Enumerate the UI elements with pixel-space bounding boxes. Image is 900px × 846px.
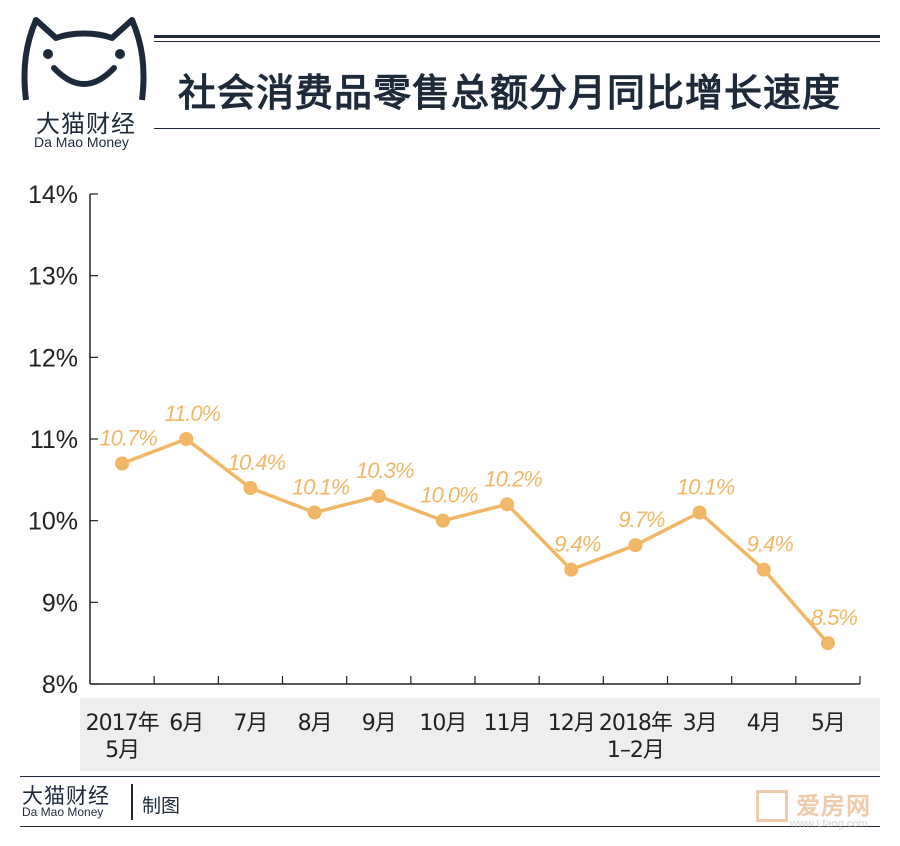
footer-brand-en: Da Mao Money <box>22 805 104 819</box>
data-point <box>243 481 258 495</box>
title-rule-bottom <box>154 128 880 129</box>
data-label: 10.3% <box>356 458 414 483</box>
x-tick-label: 10月 <box>419 711 466 736</box>
x-tick-label: 7月 <box>233 711 267 736</box>
footer-rule <box>20 776 880 777</box>
x-tick-label: 8月 <box>298 711 332 736</box>
x-axis <box>90 676 861 685</box>
footer-brand-cn: 大猫财经 <box>22 784 110 808</box>
brand-logo: 大猫财经 Da Mao Money <box>14 8 154 150</box>
series-line: 10.7%11.0%10.4%10.1%10.3%10.0%10.2%9.4%9… <box>99 401 858 651</box>
y-tick-label: 8% <box>42 671 78 699</box>
data-point <box>564 562 579 577</box>
y-tick-label: 13% <box>28 263 78 291</box>
x-tick-label: 2018年 <box>599 711 672 736</box>
x-tick-label-line2: 5月 <box>105 738 139 763</box>
x-tick-label-line2: 1–2月 <box>607 738 664 763</box>
data-label: 11.0% <box>164 401 220 426</box>
y-tick-label: 11% <box>30 426 78 454</box>
y-tick-label: 9% <box>42 589 78 617</box>
x-tick-label: 11月 <box>484 711 531 736</box>
page-title: 社会消费品零售总额分月同比增长速度 <box>178 70 842 115</box>
footer-rule-bottom <box>20 826 880 827</box>
data-label: 10.4% <box>228 450 286 475</box>
data-point <box>179 432 194 446</box>
x-tick-label: 5月 <box>811 711 845 736</box>
data-point <box>371 489 386 504</box>
data-point <box>756 562 771 577</box>
x-tick-label: 4月 <box>747 711 781 736</box>
data-point <box>692 505 707 520</box>
data-point <box>435 513 450 528</box>
watermark: 爱房网 www.Lfang.com <box>756 786 896 836</box>
data-label: 10.1% <box>677 475 735 500</box>
y-tick-label: 14% <box>28 181 78 209</box>
x-axis-band <box>80 698 880 771</box>
data-label: 9.4% <box>747 532 794 557</box>
data-point <box>820 636 835 651</box>
data-label: 10.2% <box>484 466 542 491</box>
line-chart: 8%9%10%11%12%13%14% 10.7%11.0%10.4%10.1%… <box>28 181 861 763</box>
x-tick-label: 3月 <box>683 711 717 736</box>
series-polyline <box>121 437 830 645</box>
footer-separator <box>131 784 133 820</box>
watermark-logo-icon <box>756 790 788 822</box>
x-tick-label: 9月 <box>362 711 396 736</box>
title-rule-top <box>154 35 880 38</box>
brand-name-en: Da Mao Money <box>34 134 129 150</box>
y-tick-label: 10% <box>28 508 78 536</box>
data-point <box>307 505 322 520</box>
data-label: 9.4% <box>554 532 601 557</box>
title-rule-top-thin <box>154 41 880 42</box>
data-label: 10.0% <box>420 483 478 508</box>
x-tick-label: 12月 <box>548 711 595 736</box>
data-label: 9.7% <box>618 507 665 532</box>
data-point <box>500 497 515 512</box>
data-label: 8.5% <box>811 605 858 630</box>
footer-made-by: 制图 <box>142 795 181 817</box>
watermark-url: www.Lfang.com <box>790 818 868 830</box>
cat-face-icon <box>21 17 147 101</box>
data-point <box>115 456 130 471</box>
x-tick-label: 2017年 <box>86 711 159 736</box>
y-axis: 8% 9% 10% 11% 12% 13% 14% <box>28 181 98 699</box>
data-point <box>628 538 643 553</box>
y-tick-label: 12% <box>28 344 78 372</box>
watermark-text: 爱房网 <box>796 792 871 820</box>
x-tick-label: 6月 <box>169 711 203 736</box>
data-label: 10.1% <box>292 475 350 500</box>
brand-name-cn: 大猫财经 <box>36 110 136 138</box>
data-label: 10.7% <box>99 426 157 451</box>
